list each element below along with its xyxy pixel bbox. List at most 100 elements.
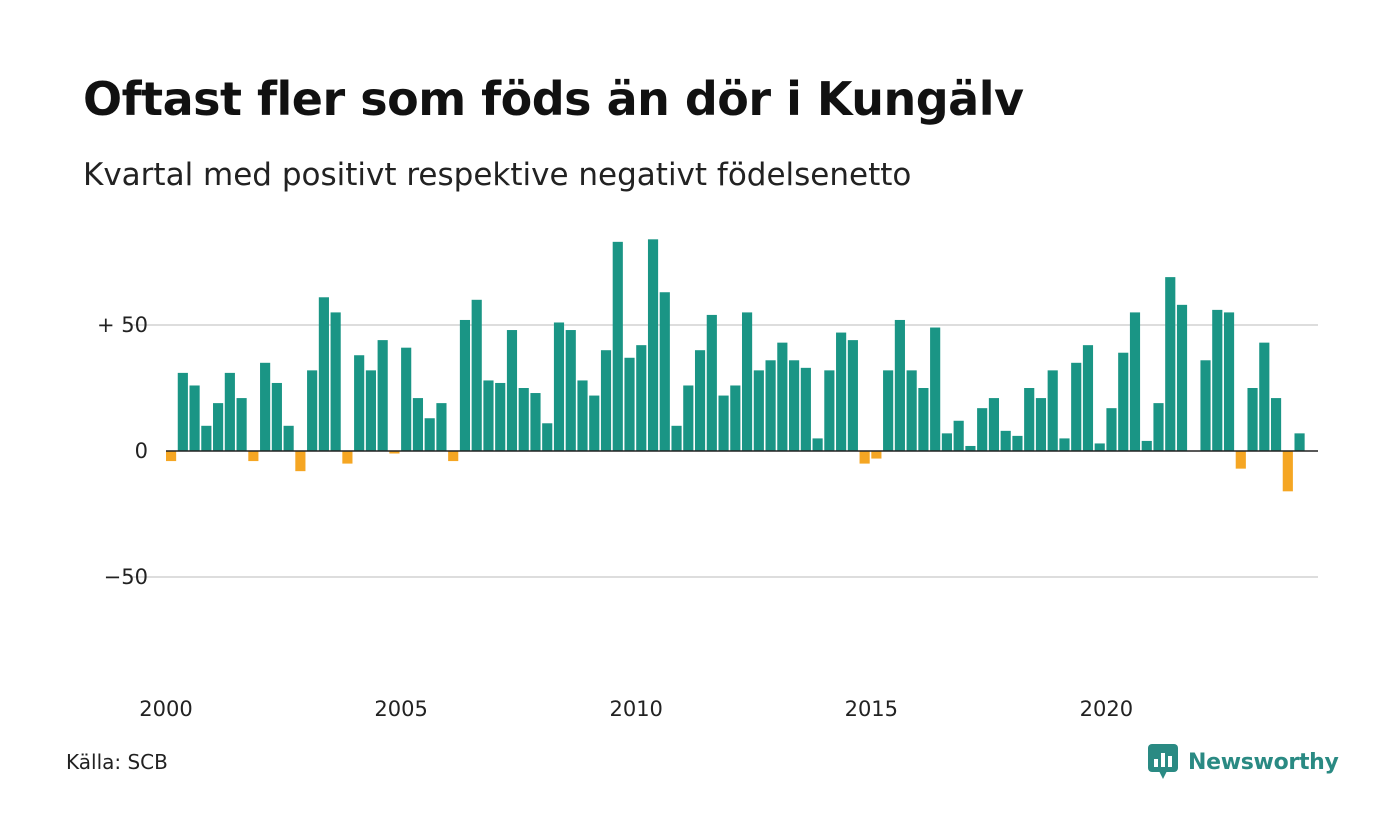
bar [1094,443,1105,451]
bar [448,451,459,462]
bar [600,350,612,451]
bar [871,451,882,459]
bar [224,372,235,451]
bar [624,357,635,451]
bar [789,360,800,451]
bar [1106,408,1117,451]
bar [730,385,741,451]
bar [800,367,811,451]
bar [483,380,494,451]
bar [883,370,894,451]
bar [412,398,424,451]
bar [824,370,835,451]
bar [988,398,1000,451]
bar [953,420,964,451]
bar [506,330,518,451]
chart-title: Oftast fler som föds än dör i Kungälv [83,72,1024,126]
bar [1176,304,1188,451]
bar [753,370,764,451]
bar [260,362,271,451]
y-tick-label: 0 [135,439,148,463]
bar [718,395,729,451]
bar [354,355,365,451]
brand-name: Newsworthy [1188,749,1339,775]
y-tick-label: + 50 [97,313,148,337]
bar [859,451,870,464]
x-tick-label: 2000 [139,697,192,721]
bar [1223,312,1235,451]
bar [836,332,847,451]
bar [271,382,282,451]
bar [1141,440,1152,451]
bar [283,425,294,451]
bar [1270,398,1282,451]
bar [565,330,576,451]
bar [742,312,753,451]
bar [213,403,224,451]
bar [894,319,905,451]
bar [342,451,353,464]
bar [577,380,588,451]
bar [530,393,541,451]
bar [1024,388,1035,451]
bar [424,418,435,451]
y-tick-label: −50 [104,565,148,589]
bar [1294,433,1305,451]
bar [1118,352,1129,451]
bar [977,408,988,451]
x-tick-label: 2005 [374,697,427,721]
bar [765,360,776,451]
bar [236,398,247,451]
bar [706,314,717,451]
newsworthy-logo-icon [1148,744,1178,779]
bar [647,239,659,451]
bar [636,345,647,451]
bar-chart: + 50 0 −50 2000 2005 2010 2015 2020 [97,239,1318,721]
bar [377,340,388,451]
bar [201,425,212,451]
bar [1200,360,1211,451]
bar [166,451,177,462]
bar [847,340,858,451]
bar [401,347,412,451]
bar [471,299,482,451]
bar [1071,362,1082,451]
bar [1035,398,1047,451]
bar [295,451,306,472]
bar [1012,435,1023,451]
bar [495,382,506,451]
bar [318,297,329,451]
bar [683,385,694,451]
bar [589,395,600,451]
bar [330,312,341,451]
chart-subtitle: Kvartal med positivt respektive negativt… [83,157,912,193]
bar [1059,438,1070,451]
bar [307,370,318,451]
bar [612,241,623,451]
bar [1165,277,1176,451]
bar [918,388,929,451]
bar [777,342,788,451]
bar [177,372,188,451]
bar [694,350,706,451]
bar [365,370,376,451]
bar [436,403,447,451]
x-tick-label: 2020 [1080,697,1133,721]
bar [1212,309,1223,451]
bar [1247,388,1258,451]
bar [553,322,565,451]
bar [1129,312,1141,451]
bar [189,385,200,451]
bar [389,451,400,454]
bar [659,292,670,451]
bar [1000,430,1011,451]
bar [1047,370,1058,451]
bar [518,388,529,451]
bar [812,438,823,451]
brand-logo[interactable]: Newsworthy [1148,744,1339,780]
bar [542,423,553,451]
bar [459,319,471,451]
bar [1235,451,1246,469]
bar [1282,451,1293,492]
bar [671,425,682,451]
